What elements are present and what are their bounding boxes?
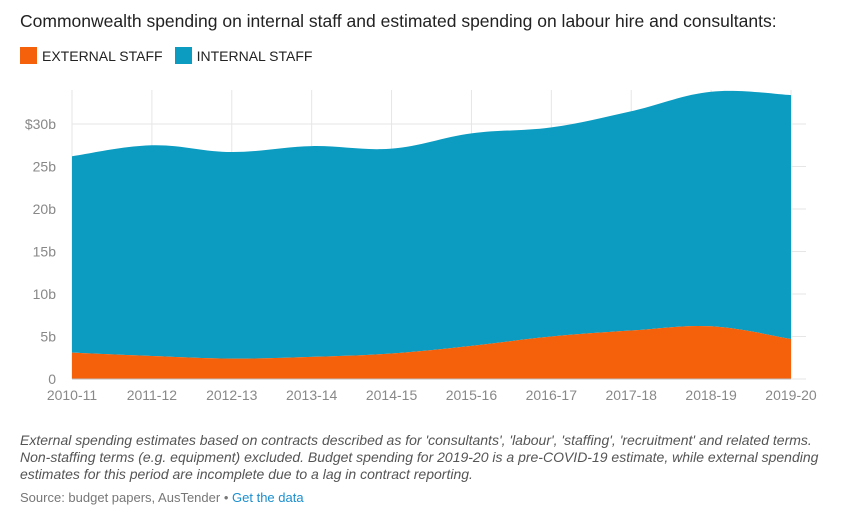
y-tick-label: 10b — [33, 286, 57, 302]
y-tick-label: 15b — [33, 244, 57, 260]
x-tick-label: 2014-15 — [366, 387, 418, 403]
y-tick-label: 20b — [33, 201, 57, 217]
y-tick-label: 0 — [48, 371, 56, 387]
x-tick-label: 2012-13 — [206, 387, 258, 403]
area-chart: 0 5b 10b 15b 20b 25b $30b 2010-11 2011-12 2012-13… — [25, 90, 817, 403]
y-tick-label: $30b — [25, 116, 56, 132]
source-separator: • — [223, 490, 229, 505]
chart-note: External spending estimates based on con… — [20, 432, 819, 482]
area-internal-staff — [72, 90, 791, 359]
legend-label-external: EXTERNAL STAFF — [42, 47, 163, 64]
y-tick-label: 5b — [40, 329, 56, 345]
legend-swatch-internal — [174, 47, 192, 64]
legend: EXTERNAL STAFF INTERNAL STAFF — [20, 47, 324, 64]
x-tick-label: 2011-12 — [127, 387, 178, 403]
x-tick-label: 2016-17 — [526, 387, 578, 403]
source-text: Source: budget papers, AusTender — [20, 490, 221, 505]
legend-swatch-external — [20, 47, 37, 64]
legend-label-internal: INTERNAL STAFF — [196, 47, 313, 64]
x-tick-label: 2015-16 — [446, 387, 498, 403]
source-line: Source: budget papers, AusTender • Get t… — [20, 490, 304, 505]
get-the-data-link[interactable]: Get the data — [232, 490, 304, 505]
chart-title: Commonwealth spending on internal staff … — [20, 11, 777, 31]
legend-item-internal: INTERNAL STAFF — [174, 47, 313, 64]
x-tick-label: 2017-18 — [606, 387, 658, 403]
y-tick-label: 25b — [33, 159, 57, 175]
x-tick-label: 2018-19 — [685, 387, 737, 403]
legend-item-external: EXTERNAL STAFF — [20, 47, 163, 64]
x-tick-label: 2013-14 — [286, 387, 338, 403]
x-tick-label: 2010-11 — [47, 387, 98, 403]
area-external-staff — [72, 325, 791, 379]
x-tick-label: 2019-20 — [765, 387, 817, 403]
